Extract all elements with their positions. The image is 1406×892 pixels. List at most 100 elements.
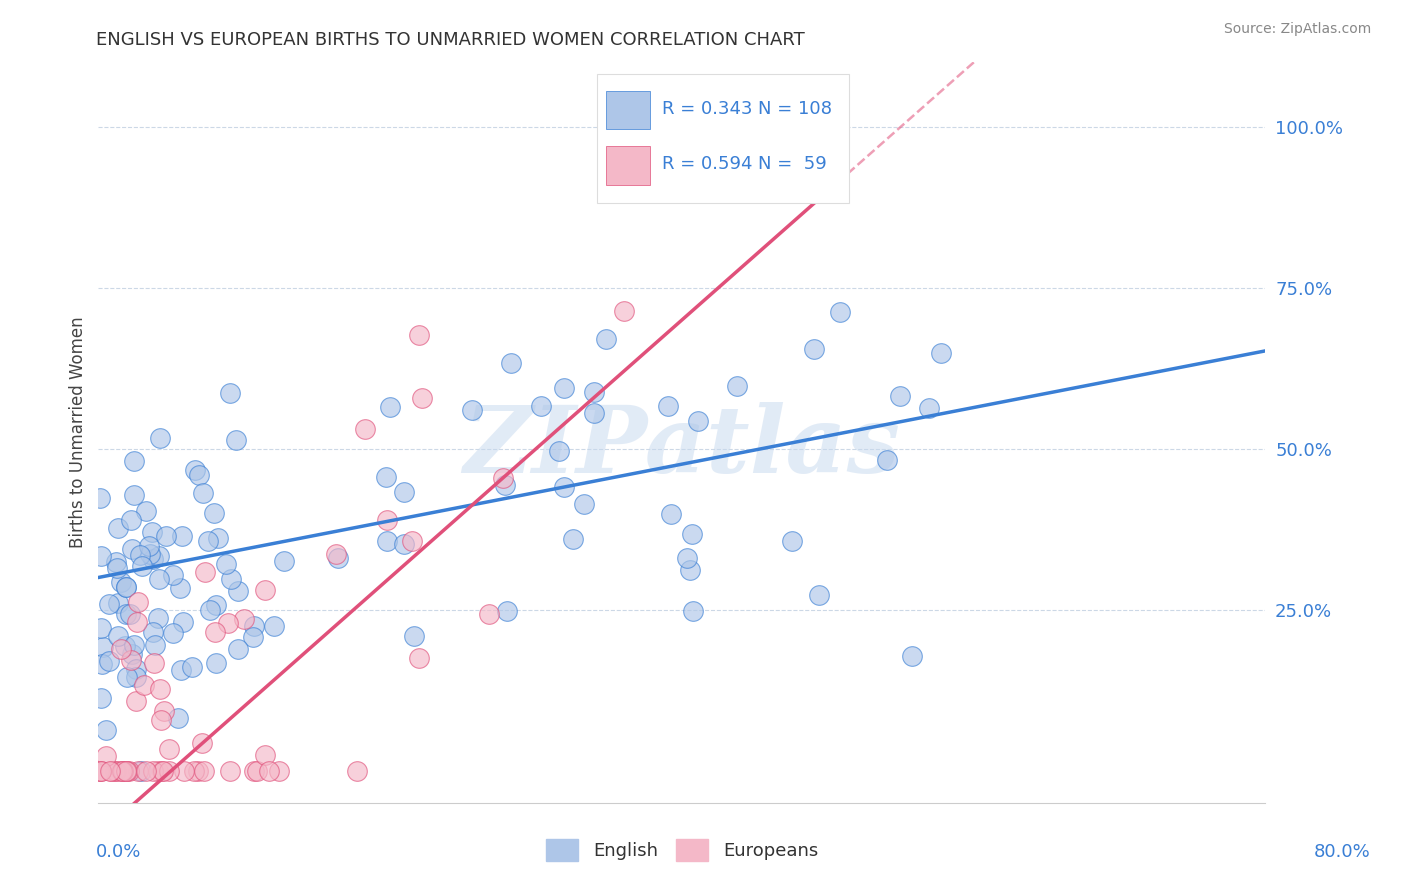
Y-axis label: Births to Unmarried Women: Births to Unmarried Women xyxy=(69,317,87,549)
Point xyxy=(808,587,831,601)
Point xyxy=(217,615,239,630)
Point xyxy=(889,389,911,403)
Point xyxy=(157,764,180,778)
Point xyxy=(124,488,146,502)
Text: ENGLISH VS EUROPEAN BIRTHS TO UNMARRIED WOMEN CORRELATION CHART: ENGLISH VS EUROPEAN BIRTHS TO UNMARRIED … xyxy=(96,31,804,49)
Point xyxy=(112,764,135,778)
Point xyxy=(263,619,285,633)
Point xyxy=(114,607,136,621)
Point xyxy=(125,694,148,708)
Point xyxy=(408,651,430,665)
Point xyxy=(187,467,209,482)
Point xyxy=(150,764,173,778)
Point xyxy=(183,764,205,778)
Point xyxy=(184,463,207,477)
Point xyxy=(90,622,112,636)
Point xyxy=(876,453,898,467)
Point xyxy=(929,346,952,360)
Point xyxy=(90,690,112,705)
Point xyxy=(127,615,149,629)
Point xyxy=(135,764,157,778)
Point xyxy=(129,764,152,778)
Point xyxy=(411,391,433,405)
Point xyxy=(167,711,190,725)
Point xyxy=(218,764,240,778)
Point xyxy=(170,663,193,677)
Point xyxy=(125,662,148,676)
Point xyxy=(149,681,172,696)
Point xyxy=(918,401,941,416)
Point xyxy=(143,639,166,653)
Point xyxy=(105,764,128,778)
Text: 0.0%: 0.0% xyxy=(96,843,141,861)
Point xyxy=(187,764,209,778)
Point xyxy=(401,534,423,549)
Point xyxy=(172,615,194,629)
Point xyxy=(90,764,112,778)
Point xyxy=(143,656,166,670)
Point xyxy=(553,381,575,395)
Point xyxy=(725,379,748,393)
Point xyxy=(111,764,134,778)
Point xyxy=(494,478,516,492)
Point xyxy=(193,764,215,778)
Point xyxy=(530,399,553,413)
Point xyxy=(114,639,136,653)
Point xyxy=(94,723,117,738)
Point xyxy=(121,647,143,661)
Point xyxy=(253,747,276,762)
Point xyxy=(138,539,160,553)
Point xyxy=(204,625,226,640)
Point xyxy=(181,659,204,673)
Point xyxy=(127,595,149,609)
Point xyxy=(173,764,195,778)
Point xyxy=(478,607,501,622)
Point xyxy=(134,678,156,692)
Point xyxy=(110,642,132,657)
Point xyxy=(253,583,276,598)
Point xyxy=(135,504,157,518)
Point xyxy=(141,524,163,539)
Point xyxy=(659,507,682,521)
Point xyxy=(122,454,145,468)
Point xyxy=(115,670,138,684)
Point xyxy=(157,742,180,756)
Point xyxy=(233,611,256,625)
Point xyxy=(461,402,484,417)
Point xyxy=(582,406,605,420)
Point xyxy=(675,550,697,565)
Point xyxy=(120,653,142,667)
Point xyxy=(394,537,416,551)
Point xyxy=(681,526,703,541)
Point xyxy=(120,513,142,527)
Point xyxy=(162,625,184,640)
Point xyxy=(583,384,606,399)
Point xyxy=(574,497,596,511)
Point xyxy=(269,764,291,778)
Text: N = 108: N = 108 xyxy=(758,100,832,118)
Point xyxy=(153,704,176,718)
Point xyxy=(346,764,368,778)
Point xyxy=(155,529,177,543)
Point xyxy=(226,584,249,599)
Point xyxy=(114,580,136,594)
Point xyxy=(548,443,571,458)
Point xyxy=(228,642,250,657)
Point xyxy=(110,575,132,590)
Point xyxy=(115,764,138,778)
Point xyxy=(380,400,402,414)
Point xyxy=(120,607,142,621)
Point xyxy=(257,764,280,778)
Point xyxy=(245,764,267,778)
Point xyxy=(148,572,170,586)
Point xyxy=(97,597,120,611)
Point xyxy=(243,764,266,778)
Point xyxy=(198,602,221,616)
Text: Source: ZipAtlas.com: Source: ZipAtlas.com xyxy=(1223,22,1371,37)
Point xyxy=(149,714,172,728)
Point xyxy=(679,563,702,577)
Point xyxy=(562,532,585,546)
Point xyxy=(553,480,575,494)
Point xyxy=(91,657,114,672)
Point xyxy=(104,764,127,778)
